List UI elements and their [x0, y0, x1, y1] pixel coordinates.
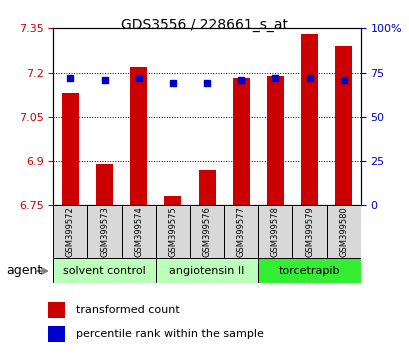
FancyBboxPatch shape [155, 258, 258, 283]
Text: GSM399576: GSM399576 [202, 206, 211, 257]
Bar [96, 164, 113, 205]
Bar [232, 79, 249, 205]
Bar [334, 46, 351, 205]
FancyBboxPatch shape [53, 258, 155, 283]
FancyBboxPatch shape [326, 205, 360, 258]
Text: transformed count: transformed count [76, 305, 179, 315]
Point [135, 75, 142, 81]
FancyBboxPatch shape [292, 205, 326, 258]
Text: GSM399575: GSM399575 [168, 206, 177, 257]
Point [101, 77, 108, 82]
FancyBboxPatch shape [53, 205, 87, 258]
Text: angiotensin II: angiotensin II [169, 266, 244, 276]
Bar [48, 326, 65, 342]
Bar [62, 93, 79, 205]
Text: solvent control: solvent control [63, 266, 146, 276]
Text: GSM399574: GSM399574 [134, 206, 143, 257]
Text: agent: agent [6, 264, 42, 277]
Bar [300, 34, 317, 205]
Text: GSM399577: GSM399577 [236, 206, 245, 257]
FancyBboxPatch shape [87, 205, 121, 258]
FancyBboxPatch shape [258, 205, 292, 258]
Point [169, 80, 176, 86]
Text: GSM399573: GSM399573 [100, 206, 109, 257]
Bar [266, 75, 283, 205]
Point [339, 77, 346, 82]
Bar [198, 170, 215, 205]
Point [67, 75, 74, 81]
Point [306, 75, 312, 81]
FancyBboxPatch shape [121, 205, 155, 258]
FancyBboxPatch shape [258, 258, 360, 283]
Text: GDS3556 / 228661_s_at: GDS3556 / 228661_s_at [121, 18, 288, 32]
Text: GSM399579: GSM399579 [304, 206, 313, 257]
FancyBboxPatch shape [224, 205, 258, 258]
Text: GSM399572: GSM399572 [66, 206, 75, 257]
FancyBboxPatch shape [155, 205, 189, 258]
Point [272, 75, 278, 81]
Bar [164, 196, 181, 205]
Bar [48, 302, 65, 318]
Point [237, 77, 244, 82]
Point [203, 80, 210, 86]
FancyBboxPatch shape [189, 205, 224, 258]
Text: torcetrapib: torcetrapib [278, 266, 339, 276]
Text: percentile rank within the sample: percentile rank within the sample [76, 329, 263, 339]
Bar [130, 67, 147, 205]
Text: GSM399580: GSM399580 [338, 206, 347, 257]
Text: GSM399578: GSM399578 [270, 206, 279, 257]
